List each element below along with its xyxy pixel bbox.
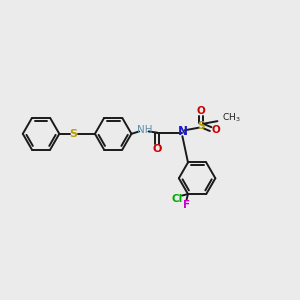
Text: O: O	[212, 125, 220, 135]
Text: O: O	[196, 106, 205, 116]
Text: N: N	[178, 125, 188, 138]
Text: S: S	[69, 129, 77, 139]
Text: S: S	[197, 121, 204, 131]
Text: CH$_3$: CH$_3$	[222, 111, 241, 124]
Text: O: O	[153, 144, 162, 154]
Text: Cl: Cl	[172, 194, 183, 204]
Text: NH: NH	[137, 125, 152, 135]
Text: F: F	[183, 200, 190, 210]
